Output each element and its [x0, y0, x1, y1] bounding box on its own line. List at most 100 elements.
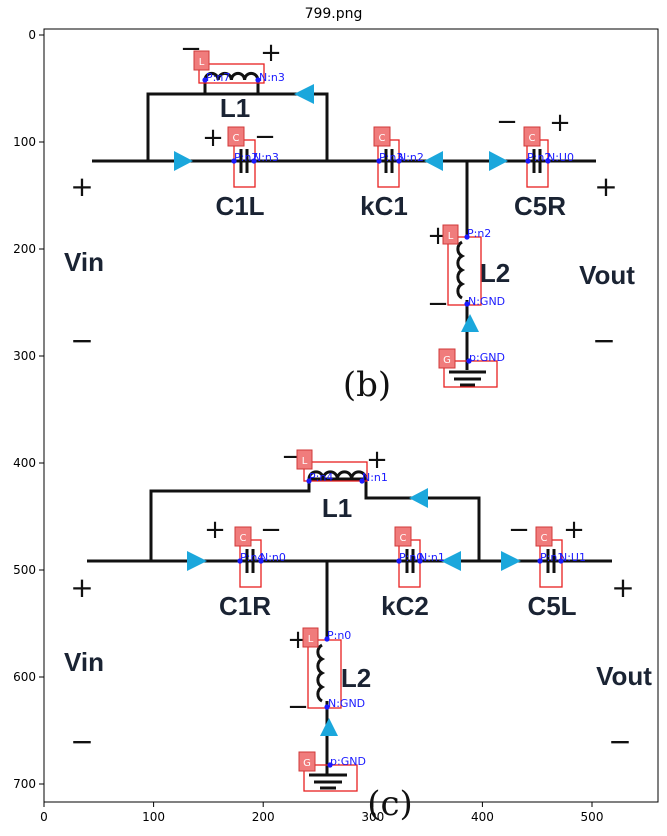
- pin-label: N:n1: [362, 471, 388, 484]
- tag-c5r: C: [523, 126, 541, 147]
- pin-label: N:U1: [559, 551, 586, 564]
- x-tick-300: 300: [361, 802, 384, 824]
- x-tick-label-0: 0: [40, 810, 48, 824]
- pin-label: P:n4: [309, 471, 333, 484]
- y-tick-500: 500: [13, 563, 44, 577]
- y-tick-400: 400: [13, 456, 44, 470]
- x-tick-0: 0: [40, 802, 48, 824]
- label-vin: Vin: [64, 647, 104, 677]
- panel-b-tags: L C C C L G: [193, 50, 541, 369]
- plus-sign: +: [549, 108, 571, 138]
- label-c5l: C5L: [527, 591, 576, 621]
- panel-c-pins: P:n4 N:n1 P:n4 N:n0 P:n0 N:n1 P:n1 N:U1 …: [237, 471, 586, 768]
- y-tick-600: 600: [13, 670, 44, 684]
- minus-sign: −: [508, 515, 530, 545]
- pin-label: P:n2: [527, 151, 551, 164]
- plus-sign: +: [204, 515, 226, 545]
- y-tick-label-300: 300: [13, 349, 36, 363]
- minus-sign: −: [260, 515, 282, 545]
- tag-c1r: C: [234, 526, 252, 547]
- minus-sign: −: [287, 692, 309, 722]
- pin-label: N:n2: [398, 151, 424, 164]
- y-tick-label-400: 400: [13, 456, 36, 470]
- label-l2: L2: [480, 258, 510, 288]
- panel-c-signs: − + + − − + + − + − + −: [70, 442, 634, 758]
- arrow-up: [320, 718, 338, 736]
- arrow-right: [187, 551, 207, 571]
- arrow-left: [424, 151, 443, 171]
- panel-c-ground-symbol: [309, 773, 347, 790]
- label-kc1: kC1: [360, 191, 408, 221]
- svg-text:L: L: [199, 57, 205, 68]
- plus-sign: +: [366, 445, 388, 475]
- panel-c-wires: [87, 477, 612, 774]
- tag-kc2: C: [394, 526, 412, 547]
- pin-label: P:n7: [206, 71, 230, 84]
- x-tick-400: 400: [471, 802, 494, 824]
- tag-l1: L: [193, 50, 210, 71]
- minus-sign: −: [592, 324, 615, 357]
- panel-c-l1-symbol: [307, 470, 368, 480]
- axes-frame: [43, 28, 659, 803]
- pin-label: P:n4: [240, 551, 264, 564]
- panel-c-labels: L1 C1R kC2 C5L L2 Vin Vout (c): [64, 493, 652, 824]
- pin-label: N:n1: [419, 551, 445, 564]
- panel-c-caption: (c): [367, 784, 413, 824]
- plus-sign: +: [70, 571, 93, 604]
- plus-sign: +: [611, 571, 634, 604]
- tag-l2: L: [302, 627, 319, 648]
- panel-b-signs: − + + − − + + − + − + −: [70, 34, 617, 357]
- y-tick-label-500: 500: [13, 563, 36, 577]
- plus-sign: +: [70, 170, 93, 203]
- label-c5r: C5R: [514, 191, 566, 221]
- minus-sign: −: [70, 324, 93, 357]
- label-kc2: kC2: [381, 591, 429, 621]
- y-tick-100: 100: [13, 135, 44, 149]
- x-axis: 0 100 200 300 400 500: [40, 802, 603, 824]
- label-l2: L2: [341, 663, 371, 693]
- x-tick-label-200: 200: [252, 810, 275, 824]
- x-tick-label-100: 100: [142, 810, 165, 824]
- minus-sign: −: [608, 725, 631, 758]
- label-c1l: C1L: [215, 191, 264, 221]
- label-l1: L1: [322, 493, 352, 523]
- svg-text:G: G: [303, 758, 311, 769]
- panel-c-tags: L C C C L G: [234, 449, 553, 772]
- x-tick-label-300: 300: [361, 810, 384, 824]
- pin-label: N:GND: [328, 697, 365, 710]
- y-tick-200: 200: [13, 242, 44, 256]
- pin-label: N:n3: [259, 71, 285, 84]
- minus-sign: −: [70, 725, 93, 758]
- panel-b-wires: [92, 80, 596, 370]
- tag-l2: L: [442, 224, 459, 245]
- label-c1r: C1R: [219, 591, 271, 621]
- panel-b: − + + − − + + − + − + − L1 C1L kC1 C5R L…: [64, 34, 635, 405]
- y-tick-label-0: 0: [28, 28, 36, 42]
- plus-sign: +: [563, 515, 585, 545]
- label-l1: L1: [220, 93, 250, 123]
- bbox-l1: [303, 461, 368, 482]
- svg-text:C: C: [240, 533, 247, 544]
- figure-title: 799.png: [304, 6, 363, 22]
- plus-sign: +: [202, 123, 224, 153]
- y-tick-label-700: 700: [13, 777, 36, 791]
- pin-label: P:n1: [540, 551, 564, 564]
- plus-sign: +: [594, 170, 617, 203]
- y-tick-label-100: 100: [13, 135, 36, 149]
- minus-sign: −: [496, 107, 518, 137]
- panel-b-caption: (b): [343, 365, 391, 405]
- pin-label: p:GND: [330, 755, 366, 768]
- svg-text:G: G: [443, 355, 451, 366]
- bbox-l2: [307, 639, 342, 709]
- panel-b-l2-symbol: [456, 240, 466, 300]
- tag-l1: L: [296, 449, 313, 470]
- minus-sign: −: [254, 122, 276, 152]
- y-tick-label-600: 600: [13, 670, 36, 684]
- x-tick-label-400: 400: [471, 810, 494, 824]
- panel-b-arrows: [174, 84, 508, 332]
- panel-b-labels: L1 C1L kC1 C5R L2 Vin Vout (b): [64, 93, 635, 405]
- arrow-right: [501, 551, 521, 571]
- y-tick-label-200: 200: [13, 242, 36, 256]
- pin-label: P:n2: [467, 227, 491, 240]
